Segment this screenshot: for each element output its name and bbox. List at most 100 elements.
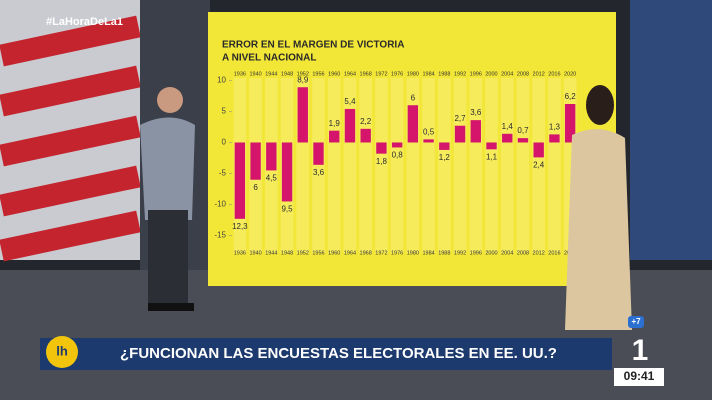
headline: ¿FUNCIONAN LAS ENCUESTAS ELECTORALES EN … xyxy=(120,345,557,362)
y-tick-label: -15 xyxy=(214,231,226,240)
value-label: 5,4 xyxy=(344,97,356,106)
bar xyxy=(360,128,371,143)
column-stripe xyxy=(516,78,530,253)
value-label: 2,4 xyxy=(533,160,545,169)
bar xyxy=(234,142,246,219)
bar xyxy=(423,139,434,143)
bar xyxy=(407,105,419,143)
bar xyxy=(329,130,340,143)
x-tick-label: 2012 xyxy=(533,250,545,256)
x-tick-label-top: 2008 xyxy=(517,71,529,77)
column-stripe xyxy=(437,78,451,253)
bar xyxy=(344,108,356,143)
channel-logo: 1 xyxy=(632,334,649,367)
x-tick-label-top: 2012 xyxy=(533,71,545,77)
x-tick-label-top: 1944 xyxy=(265,71,277,77)
x-tick-label-top: 1968 xyxy=(360,71,372,77)
value-label: 6 xyxy=(253,183,258,192)
x-tick-label-top: 2000 xyxy=(485,71,497,77)
value-label: 0,7 xyxy=(517,126,529,135)
column-stripe xyxy=(469,78,483,253)
value-label: 3,6 xyxy=(313,168,325,177)
value-label: 0,5 xyxy=(423,127,435,136)
x-tick-label-top: 2016 xyxy=(548,71,560,77)
bar xyxy=(250,142,261,180)
x-tick-label-top: 1940 xyxy=(249,71,261,77)
x-tick-label: 1992 xyxy=(454,250,466,256)
x-tick-label-top: 1996 xyxy=(470,71,482,77)
flag-stripes xyxy=(0,15,141,262)
x-tick-label-top: 1952 xyxy=(297,71,309,77)
value-label: 6 xyxy=(411,93,416,102)
x-tick-label-top: 1960 xyxy=(328,71,340,77)
x-tick-label-top: 1988 xyxy=(438,71,450,77)
column-stripe xyxy=(312,78,325,253)
value-label: 1,8 xyxy=(376,157,388,166)
x-tick-label: 1964 xyxy=(344,250,356,256)
presenter-left xyxy=(140,87,195,311)
value-label: 8,9 xyxy=(297,75,309,84)
value-label: 1,3 xyxy=(549,123,561,132)
x-tick-label: 1968 xyxy=(360,250,372,256)
bar xyxy=(533,142,544,158)
x-tick-label: 1956 xyxy=(312,250,324,256)
x-tick-label-top: 1980 xyxy=(407,71,419,77)
bar xyxy=(297,87,308,143)
y-tick-label: 5 xyxy=(222,107,227,116)
x-tick-label-top: 2004 xyxy=(501,71,513,77)
x-tick-label-top: 1964 xyxy=(344,71,356,77)
bar xyxy=(281,142,293,202)
x-tick-label-top: 1936 xyxy=(234,71,246,77)
column-stripe xyxy=(485,78,498,253)
column-stripe xyxy=(327,78,341,253)
x-tick-label: 1960 xyxy=(328,250,340,256)
chart: ERROR EN EL MARGEN DE VICTORIA A NIVEL N… xyxy=(214,40,577,256)
x-tick-label-top: 1976 xyxy=(391,71,403,77)
x-tick-label-top: 1992 xyxy=(454,71,466,77)
x-tick-label: 1952 xyxy=(297,250,309,256)
x-tick-label: 2016 xyxy=(548,250,560,256)
logo: lh xyxy=(56,343,68,358)
presenter-right xyxy=(565,85,632,330)
x-tick-label: 1976 xyxy=(391,250,403,256)
y-tick-label: 0 xyxy=(222,138,227,147)
x-tick-label: 1988 xyxy=(438,250,450,256)
value-label: 1,4 xyxy=(502,122,514,131)
bar xyxy=(470,120,481,143)
bar xyxy=(564,104,576,143)
value-label: 3,6 xyxy=(470,108,482,117)
bar xyxy=(313,142,324,165)
x-tick-label: 1936 xyxy=(234,250,246,256)
bar xyxy=(486,142,497,150)
bar xyxy=(376,142,387,154)
value-label: 2,2 xyxy=(360,117,372,126)
value-label: 9,5 xyxy=(281,205,293,214)
value-label: 6,2 xyxy=(565,92,577,101)
chart-title: A NIVEL NACIONAL xyxy=(222,53,316,64)
logo-badge xyxy=(46,336,78,368)
x-tick-label: 2004 xyxy=(501,250,513,256)
value-label: 1,2 xyxy=(439,153,451,162)
bar xyxy=(266,142,277,171)
value-label: 4,5 xyxy=(266,174,278,183)
bar xyxy=(517,138,529,143)
x-tick-label: 1948 xyxy=(281,250,293,256)
value-label: 0,8 xyxy=(392,151,404,160)
right-screen xyxy=(630,0,712,260)
column-stripe xyxy=(422,78,435,253)
chart-title: ERROR EN EL MARGEN DE VICTORIA xyxy=(222,40,404,51)
x-tick-label-top: 1956 xyxy=(312,71,324,77)
x-tick-label: 1996 xyxy=(470,250,482,256)
headline-bar xyxy=(40,338,612,370)
value-label: 1,1 xyxy=(486,152,498,161)
clock: 09:41 xyxy=(624,369,655,383)
y-tick-label: -10 xyxy=(214,200,226,209)
bar xyxy=(502,133,513,143)
column-stripe xyxy=(359,78,373,253)
y-tick-label: -5 xyxy=(219,169,227,178)
bar xyxy=(391,142,403,148)
column-stripe xyxy=(406,78,420,253)
x-tick-label-top: 1984 xyxy=(422,71,434,77)
x-tick-label-top: 1972 xyxy=(375,71,387,77)
